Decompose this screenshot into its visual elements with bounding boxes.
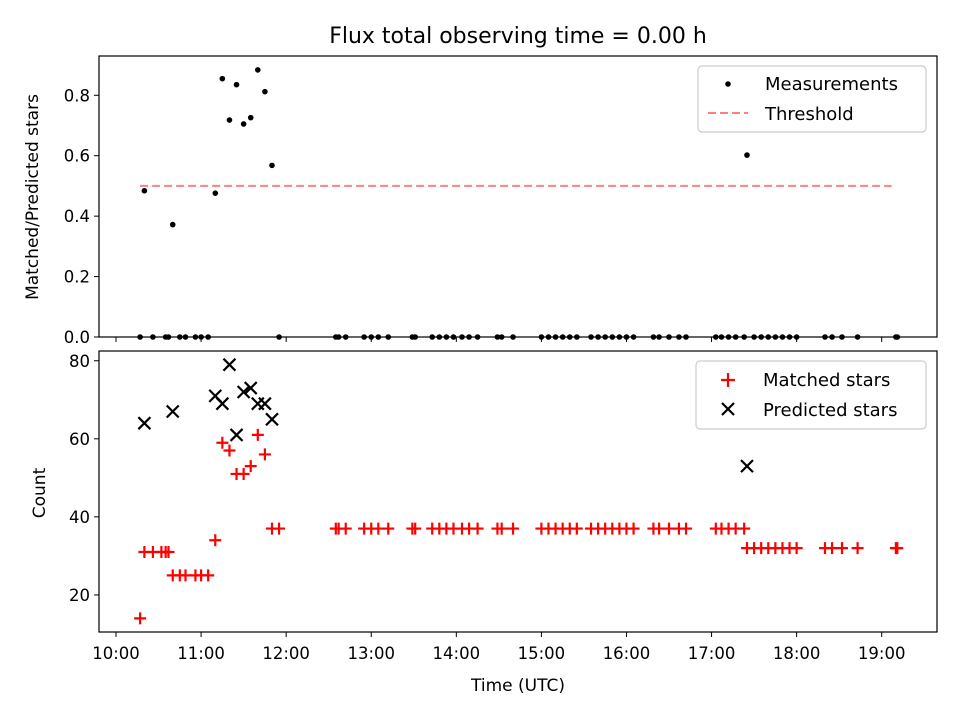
measurement-point [255,67,261,73]
bottom-y-axis-label: Count [30,467,50,518]
measurement-point [226,117,233,123]
y-tick-label: 40 [69,508,90,527]
matched-star-point [258,448,271,461]
matched-star-point [162,545,175,558]
predicted-star-point [137,416,152,430]
matched-star-point [251,428,264,441]
matched-star-point [790,542,803,555]
measurement-point [262,88,268,95]
matched-star-point [216,436,229,449]
legend-label-threshold: Threshold [764,104,854,125]
matched-star-point [495,522,508,535]
predicted-star-point [265,412,279,427]
x-tick-label: 19:00 [858,644,906,663]
predicted-star-point [165,404,180,419]
predicted-star-point [229,428,244,442]
x-tick-label: 17:00 [688,644,736,663]
x-axis-label: Time (UTC) [470,676,565,696]
predicted-star-point [740,459,754,473]
matched-star-point [202,569,215,582]
y-tick-label: 0.2 [64,268,90,287]
matched-star-point [273,522,286,535]
measurement-point [219,75,226,82]
top-legend: Measurements Threshold [697,65,927,133]
predicted-star-point [243,381,258,395]
top-y-axis-label: Matched/Predicted stars [23,94,43,300]
top-panel: 0.00.20.40.60.8 Matched/Predicted stars … [23,55,938,347]
matched-star-point [627,522,640,535]
legend-marker-predicted [721,402,735,416]
matched-star-point [738,522,751,535]
measurement-point [269,162,275,169]
matched-star-point [223,444,236,457]
x-tick-label: 11:00 [177,644,225,663]
y-tick-label: 0.6 [64,147,90,166]
y-tick-label: 0.0 [64,328,90,347]
predicted-star-point [215,396,230,411]
bottom-legend: Matched stars Predicted stars [695,360,927,430]
y-tick-label: 20 [69,586,90,605]
predicted-star-point [258,396,272,411]
matched-star-point [209,534,222,547]
x-tick-label: 13:00 [347,644,395,663]
legend-label-predicted: Predicted stars [763,400,897,421]
matched-star-point [891,542,904,555]
measurement-point [212,190,219,196]
legend-label-measurements: Measurements [765,74,898,95]
legend-marker-measurements [725,81,731,87]
x-tick-label: 15:00 [518,644,566,663]
x-tick-label: 10:00 [92,644,140,663]
measurement-point [141,187,148,194]
matched-star-point [244,460,257,473]
y-tick-label: 0.4 [64,207,90,226]
measurement-point [247,114,254,121]
x-tick-label: 16:00 [603,644,651,663]
predicted-star-point [236,385,251,399]
matched-star-point [409,522,422,535]
chart-title: Flux total observing time = 0.00 h [329,24,707,49]
legend-label-matched: Matched stars [763,370,890,391]
measurement-point [744,152,750,158]
y-tick-label: 80 [69,352,90,371]
matched-star-point [570,522,583,535]
measurement-point [233,81,240,88]
bottom-panel-marks [134,357,904,625]
x-tick-label: 18:00 [773,644,821,663]
bottom-panel-y-ticks: 20 40 60 80 [69,352,99,605]
x-tick-label: 12:00 [262,644,310,663]
x-tick-label: 14:00 [433,644,481,663]
predicted-star-point [222,357,237,372]
matched-star-point [680,522,693,535]
bottom-panel-x-ticks: 10:00 11:00 12:00 13:00 14:00 15:00 16:00 17:00… [92,632,905,663]
legend-marker-matched [721,373,735,387]
top-panel-x-ticks [115,337,883,342]
matched-star-point [134,612,147,625]
matched-star-point [835,542,848,555]
y-tick-label: 60 [69,430,90,449]
top-legend-box [697,65,927,133]
matched-star-point [851,542,864,555]
y-tick-label: 0.8 [64,86,90,105]
bottom-panel-frame [98,350,938,633]
measurement-point [169,221,176,228]
matched-star-point [471,522,484,535]
matched-star-point [237,467,250,480]
bottom-legend-box [695,360,927,430]
matched-star-point [382,522,395,535]
top-panel-frame [98,55,938,338]
top-panel-y-ticks: 0.0 0.2 0.4 0.6 0.8 [64,86,99,347]
matched-star-point [507,522,520,535]
measurement-point [240,121,247,127]
matched-star-point [339,522,352,535]
